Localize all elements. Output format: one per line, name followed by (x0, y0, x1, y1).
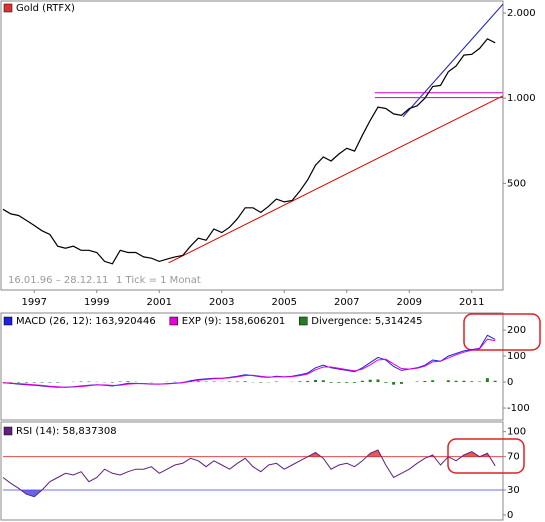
divergence-bar (384, 382, 388, 383)
divergence-bar (79, 381, 83, 383)
divergence-bar (431, 380, 435, 383)
band-fill (3, 450, 496, 457)
y-tick-label: 30 (507, 485, 520, 496)
y-tick-label: 0 (507, 510, 513, 521)
legend-label: RSI (14): 58,837308 (16, 426, 117, 437)
divergence-bar (392, 382, 396, 385)
divergence-bar (493, 380, 497, 383)
divergence-bar (212, 381, 216, 383)
legend-label: MACD (26, 12): 163,920446 (16, 316, 156, 327)
divergence-bar (446, 380, 450, 383)
divergence-bar (118, 381, 122, 383)
divergence-bar (345, 382, 349, 383)
date-range: 16.01.96 – 28.12.11 (8, 275, 108, 286)
x-tick-label: 1997 (22, 297, 47, 308)
legend-swatch (3, 426, 13, 436)
series-line (2, 334, 496, 388)
y-tick-label: 500 (507, 178, 526, 189)
divergence-bar (298, 381, 302, 383)
divergence-bar (228, 381, 232, 383)
divergence-bar (235, 381, 239, 383)
price-line (2, 38, 496, 265)
legend-swatch (3, 316, 13, 326)
y-tick-label: 100 (507, 427, 526, 438)
divergence-bar (485, 378, 489, 383)
x-tick-label: 1999 (84, 297, 109, 308)
x-tick-label: 2009 (397, 297, 422, 308)
legend-swatch (299, 316, 308, 326)
divergence-bar (478, 381, 482, 383)
divergence-bar (376, 379, 380, 383)
divergence-bar (470, 381, 474, 383)
trendline (402, 3, 504, 118)
x-tick-label: 2007 (334, 297, 359, 308)
y-tick-label: 100 (507, 351, 526, 362)
divergence-bar (48, 382, 52, 383)
divergence-bar (368, 379, 372, 383)
divergence-bar (259, 382, 263, 383)
legend-swatch (169, 316, 179, 326)
divergence-bar (126, 381, 130, 383)
divergence-bar (110, 382, 114, 383)
divergence-bar (314, 379, 317, 383)
divergence-bar (329, 382, 333, 383)
y-tick-label: 0 (507, 377, 513, 388)
divergence-bar (337, 382, 341, 383)
divergence-bar (423, 381, 427, 383)
y-tick-label: 70 (507, 452, 520, 463)
divergence-bar (204, 381, 208, 383)
x-tick-label: 2003 (209, 297, 234, 308)
divergence-bar (454, 380, 458, 383)
divergence-bar (321, 380, 325, 383)
divergence-bar (243, 381, 247, 383)
divergence-bar (56, 382, 60, 383)
x-tick-label: 2005 (272, 297, 297, 308)
divergence-bar (24, 382, 28, 383)
macd-panel (0, 312, 504, 421)
legend-label: Gold (RTFX) (16, 3, 75, 14)
highlight (463, 313, 541, 351)
highlight (447, 438, 525, 474)
divergence-bar (462, 380, 466, 383)
rsi-panel (0, 421, 504, 521)
legend-swatch (3, 3, 13, 13)
trendline (168, 95, 504, 264)
price-panel (0, 0, 504, 291)
divergence-bar (274, 381, 278, 383)
divergence-bar (87, 381, 91, 383)
divergence-bar (189, 381, 192, 383)
divergence-bar (360, 380, 364, 383)
x-tick-label: 2001 (147, 297, 172, 308)
divergence-bar (196, 381, 200, 383)
tick-note: 1 Tick = 1 Monat (116, 275, 201, 286)
y-tick-label: 200 (507, 325, 526, 336)
divergence-bar (17, 382, 21, 383)
series-line (2, 338, 496, 388)
y-tick-label: 1.000 (507, 93, 536, 104)
legend-label: Divergence: 5,314245 (311, 316, 422, 327)
series-line (2, 449, 496, 498)
divergence-bar (415, 381, 419, 383)
divergence-bar (32, 382, 36, 383)
divergence-bar (306, 381, 310, 383)
y-tick-label: 2.000 (507, 8, 536, 19)
y-tick-label: -100 (507, 403, 530, 414)
divergence-bar (353, 382, 357, 383)
divergence-bar (40, 382, 44, 383)
divergence-bar (399, 382, 403, 384)
legend-label: EXP (9): 158,606201 (182, 316, 286, 327)
x-tick-label: 2011 (459, 297, 484, 308)
